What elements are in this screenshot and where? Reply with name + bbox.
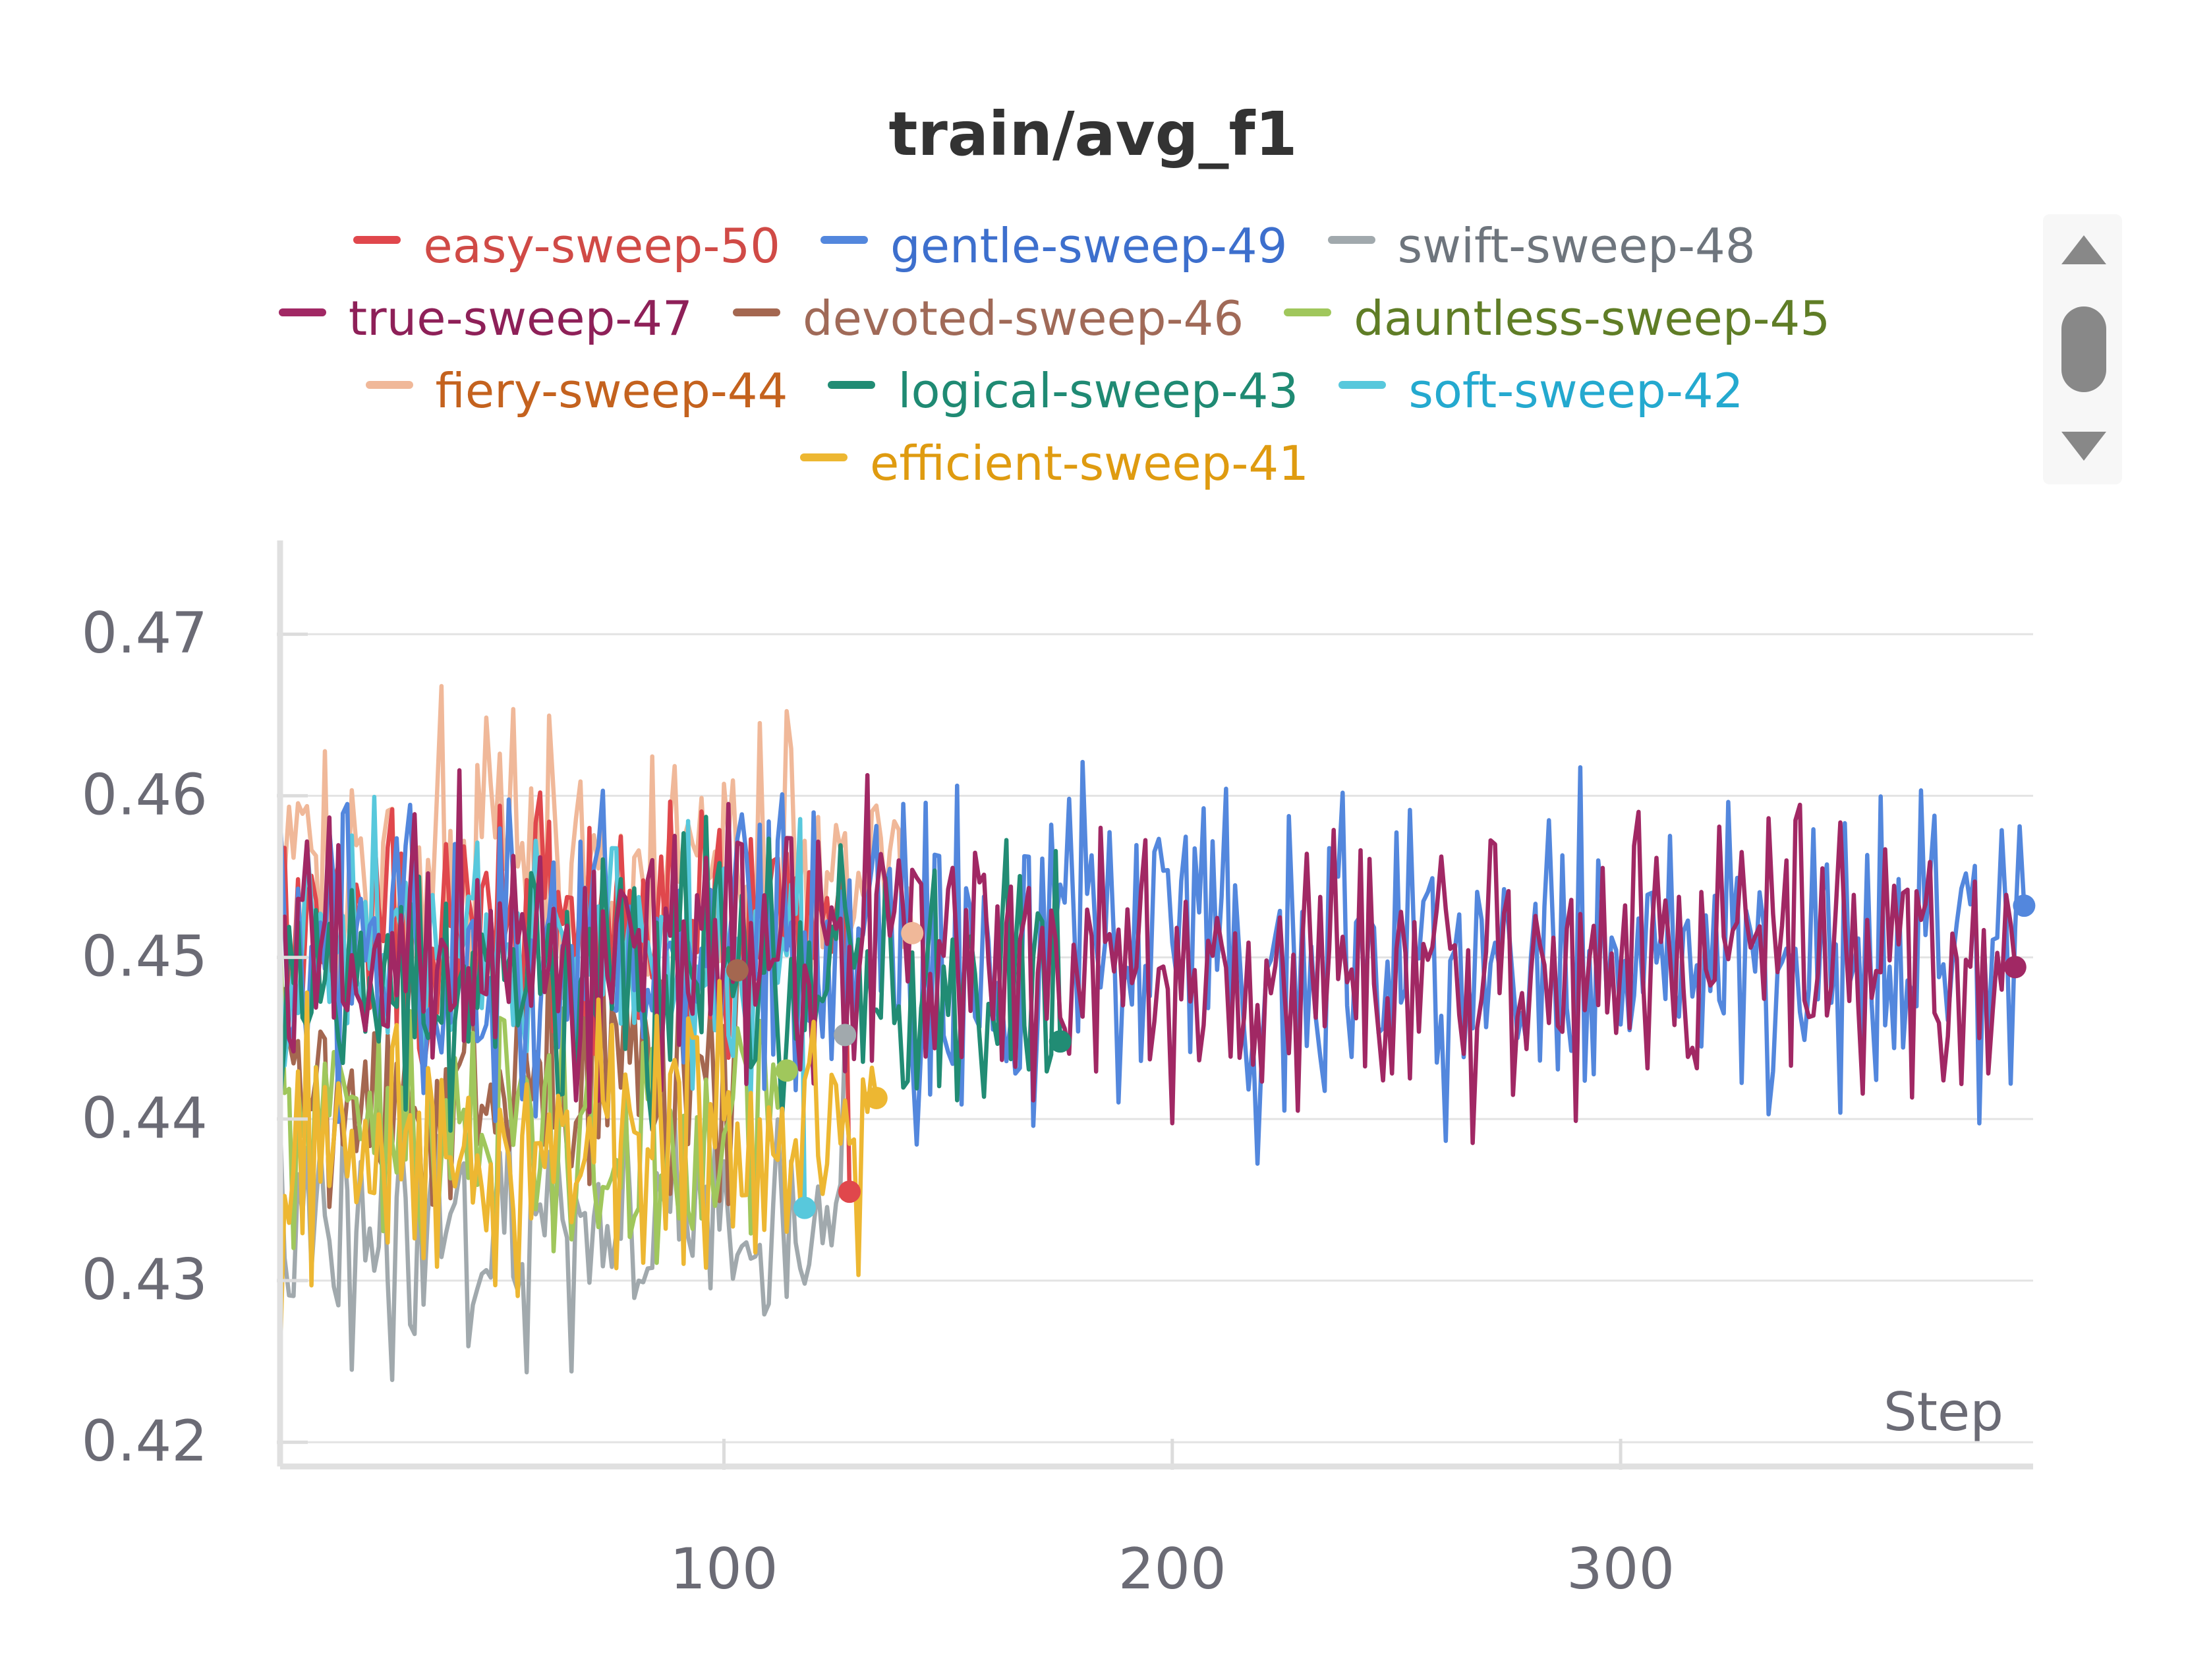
end-marker-fiery-sweep-44: [901, 921, 924, 944]
legend-swatch: [732, 308, 780, 317]
legend-row: true-sweep-47 devoted-sweep-46 dauntless…: [99, 282, 2010, 355]
y-tick-label: 0.42: [82, 1408, 208, 1474]
legend-row: easy-sweep-50 gentle-sweep-49 swift-swee…: [99, 210, 2010, 282]
legend-row: efficient-sweep-41: [99, 427, 2010, 500]
x-tick-label: 300: [1567, 1536, 1675, 1602]
x-tick-label: 100: [670, 1536, 778, 1602]
legend-item-true-sweep-47[interactable]: true-sweep-47: [278, 282, 693, 355]
x-tick-label: 200: [1118, 1536, 1226, 1602]
end-marker-devoted-sweep-46: [726, 959, 749, 982]
y-tick-label: 0.47: [82, 600, 208, 666]
legend-swatch: [278, 308, 326, 317]
legend-item-fiery-sweep-44[interactable]: fiery-sweep-44: [365, 355, 788, 427]
legend-label: efficient-sweep-41: [870, 436, 1309, 491]
legend-swatch: [800, 453, 848, 462]
legend-label: easy-sweep-50: [423, 218, 780, 274]
series-line-true-sweep-47: [277, 768, 2018, 1145]
legend-row: fiery-sweep-44 logical-sweep-43 soft-swe…: [99, 355, 2010, 427]
end-marker-logical-sweep-43: [1049, 1030, 1072, 1053]
legend-item-swift-sweep-48[interactable]: swift-sweep-48: [1327, 210, 1756, 282]
scrollbar-thumb[interactable]: [2061, 306, 2106, 392]
legend-swatch: [1327, 236, 1375, 245]
legend-swatch: [828, 381, 876, 390]
legend-item-easy-sweep-50[interactable]: easy-sweep-50: [353, 210, 780, 282]
legend-item-dauntless-sweep-45[interactable]: dauntless-sweep-45: [1284, 282, 1830, 355]
end-marker-true-sweep-47: [2003, 956, 2027, 979]
series-line-efficient-sweep-41: [277, 979, 879, 1364]
legend-swatch: [820, 236, 869, 245]
series-line-swift-sweep-48: [277, 1033, 848, 1382]
scroll-down-arrow-icon[interactable]: [2061, 432, 2106, 461]
y-tick-label: 0.44: [82, 1086, 208, 1151]
legend-label: fiery-sweep-44: [435, 363, 788, 419]
legend-swatch: [1338, 381, 1387, 390]
end-marker-gentle-sweep-49: [2013, 894, 2036, 917]
end-marker-efficient-sweep-41: [865, 1086, 888, 1109]
legend-item-efficient-sweep-41[interactable]: efficient-sweep-41: [800, 427, 1309, 500]
end-markers: [726, 894, 2036, 1219]
end-marker-easy-sweep-50: [838, 1180, 861, 1203]
y-tick-label: 0.45: [82, 924, 208, 990]
grid-lines: [280, 633, 2033, 1443]
legend-item-devoted-sweep-46[interactable]: devoted-sweep-46: [732, 282, 1244, 355]
legend-scrollbar[interactable]: [2043, 214, 2122, 484]
legend-swatch: [353, 236, 401, 245]
series-layer: [277, 683, 2027, 1382]
legend-label: soft-sweep-42: [1408, 363, 1744, 419]
legend: easy-sweep-50 gentle-sweep-49 swift-swee…: [99, 210, 2010, 500]
end-marker-dauntless-sweep-45: [775, 1059, 798, 1082]
legend-label: gentle-sweep-49: [890, 218, 1288, 274]
legend-label: swift-sweep-48: [1397, 218, 1756, 274]
legend-label: dauntless-sweep-45: [1354, 291, 1831, 346]
y-tick-label: 0.46: [82, 762, 208, 828]
legend-item-logical-sweep-43[interactable]: logical-sweep-43: [828, 355, 1298, 427]
legend-swatch: [1284, 308, 1332, 317]
legend-item-gentle-sweep-49[interactable]: gentle-sweep-49: [820, 210, 1287, 282]
axes: 0.42 0.43 0.44 0.45 0.46 0.47 100 200 300: [82, 540, 2033, 1602]
scroll-up-arrow-icon[interactable]: [2061, 235, 2106, 264]
legend-label: devoted-sweep-46: [802, 291, 1244, 346]
legend-label: true-sweep-47: [348, 291, 693, 346]
end-marker-swift-sweep-48: [834, 1024, 857, 1047]
legend-swatch: [365, 381, 413, 390]
y-tick-label: 0.43: [82, 1247, 208, 1313]
x-axis-label: Step: [1884, 1381, 2003, 1443]
legend-item-soft-sweep-42[interactable]: soft-sweep-42: [1338, 355, 1743, 427]
legend-label: logical-sweep-43: [898, 363, 1299, 419]
end-marker-soft-sweep-42: [793, 1196, 816, 1219]
chart-title: train/avg_f1: [888, 99, 1298, 169]
